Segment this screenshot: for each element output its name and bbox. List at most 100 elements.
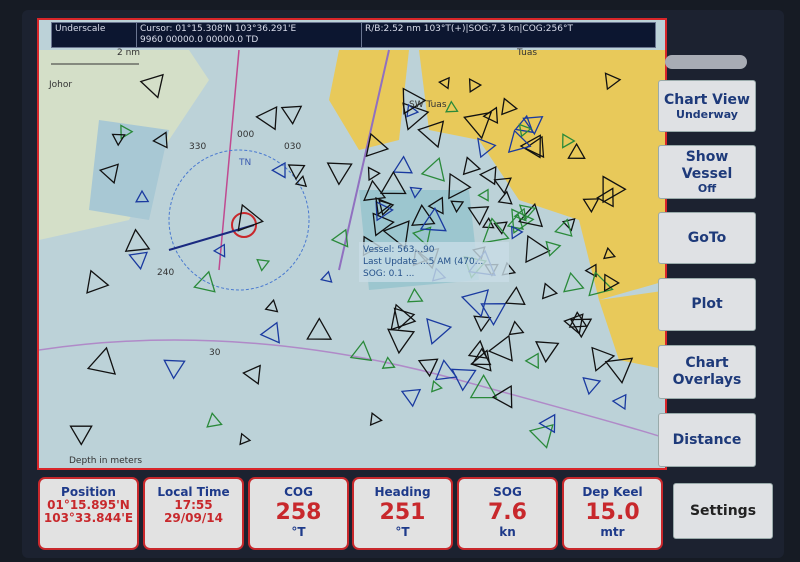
ais-target-icon[interactable] xyxy=(524,352,539,370)
ais-target-icon[interactable] xyxy=(382,220,410,249)
chart-view-button[interactable]: Chart View Underway xyxy=(658,80,756,132)
ais-target-icon[interactable] xyxy=(387,328,416,355)
ais-target-icon[interactable] xyxy=(487,334,513,362)
ais-target-icon[interactable] xyxy=(561,218,576,232)
ais-target-icon[interactable] xyxy=(280,105,303,125)
ais-target-icon[interactable] xyxy=(554,218,573,237)
ais-target-icon[interactable] xyxy=(163,359,186,380)
ais-target-icon[interactable] xyxy=(497,190,513,205)
ais-target-icon[interactable] xyxy=(139,73,164,99)
ais-target-icon[interactable] xyxy=(402,87,427,115)
ais-target-icon[interactable] xyxy=(596,187,614,208)
ais-target-icon[interactable] xyxy=(460,289,490,318)
ais-target-icon[interactable] xyxy=(128,251,149,271)
ais-target-icon[interactable] xyxy=(602,175,627,204)
ais-target-icon[interactable] xyxy=(568,311,588,328)
ais-target-icon[interactable] xyxy=(120,124,134,140)
ais-target-icon[interactable] xyxy=(567,142,586,159)
ais-target-icon[interactable] xyxy=(239,432,252,446)
ais-target-icon[interactable] xyxy=(86,269,110,294)
ais-target-icon[interactable] xyxy=(588,271,614,297)
ais-target-icon[interactable] xyxy=(393,307,416,330)
distance-button[interactable]: Distance xyxy=(658,413,756,467)
chart-map[interactable]: Underscale Cursor: 01°15.308'N 103°36.29… xyxy=(37,18,667,470)
ais-target-icon[interactable] xyxy=(365,132,390,158)
ais-target-icon[interactable] xyxy=(518,123,532,138)
ais-target-icon[interactable] xyxy=(603,273,620,292)
ais-target-icon[interactable] xyxy=(468,77,483,93)
ais-target-icon[interactable] xyxy=(491,384,513,409)
ais-target-icon[interactable] xyxy=(372,212,395,237)
ais-target-icon[interactable] xyxy=(255,106,278,131)
ais-target-icon[interactable] xyxy=(524,135,545,159)
ais-target-icon[interactable] xyxy=(584,263,597,278)
ais-target-icon[interactable] xyxy=(562,133,576,149)
ais-target-icon[interactable] xyxy=(367,166,381,182)
ais-target-icon[interactable] xyxy=(473,315,492,333)
ais-target-icon[interactable] xyxy=(270,161,286,179)
ais-target-icon[interactable] xyxy=(493,177,512,195)
ais-target-icon[interactable] xyxy=(206,412,223,428)
goto-button[interactable]: GoTo xyxy=(658,212,756,264)
ais-target-icon[interactable] xyxy=(603,246,617,260)
ais-target-icon[interactable] xyxy=(306,317,333,340)
ais-target-icon[interactable] xyxy=(448,172,472,200)
ais-target-icon[interactable] xyxy=(462,156,482,176)
show-vessel-button[interactable]: Show Vessel Off xyxy=(658,145,756,199)
ais-target-icon[interactable] xyxy=(477,188,489,202)
ais-target-icon[interactable] xyxy=(409,186,423,199)
ais-target-icon[interactable] xyxy=(406,287,424,303)
ais-target-icon[interactable] xyxy=(264,298,279,313)
plot-button[interactable]: Plot xyxy=(658,278,756,331)
ais-target-icon[interactable] xyxy=(375,196,393,216)
ais-target-icon[interactable] xyxy=(471,347,492,366)
ais-target-icon[interactable] xyxy=(450,200,465,214)
ais-target-icon[interactable] xyxy=(363,179,387,202)
ais-target-icon[interactable] xyxy=(294,175,308,188)
ais-target-icon[interactable] xyxy=(582,377,602,396)
ais-target-icon[interactable] xyxy=(591,346,616,372)
ais-target-icon[interactable] xyxy=(392,155,413,174)
ais-target-icon[interactable] xyxy=(69,425,93,446)
ais-target-icon[interactable] xyxy=(256,258,271,272)
ais-target-icon[interactable] xyxy=(369,412,383,427)
ais-target-icon[interactable] xyxy=(480,303,507,327)
ais-target-icon[interactable] xyxy=(535,341,560,364)
ais-target-icon[interactable] xyxy=(319,270,333,283)
ais-target-icon[interactable] xyxy=(287,164,306,181)
ais-target-icon[interactable] xyxy=(507,129,532,154)
ais-target-icon[interactable] xyxy=(86,346,117,375)
ais-target-icon[interactable] xyxy=(111,133,126,147)
ais-target-icon[interactable] xyxy=(514,114,534,134)
ais-target-icon[interactable] xyxy=(569,318,593,339)
ais-target-icon[interactable] xyxy=(379,170,407,195)
ais-target-icon[interactable] xyxy=(330,228,349,248)
ais-target-icon[interactable] xyxy=(400,388,422,408)
ais-target-icon[interactable] xyxy=(349,340,373,362)
ais-target-icon[interactable] xyxy=(528,423,554,449)
ais-target-icon[interactable] xyxy=(604,72,622,91)
ais-target-icon[interactable] xyxy=(402,102,430,131)
ais-target-icon[interactable] xyxy=(242,364,261,385)
ais-target-icon[interactable] xyxy=(482,217,510,244)
ais-target-icon[interactable] xyxy=(426,318,453,346)
ais-target-icon[interactable] xyxy=(611,393,627,411)
scroll-handle[interactable] xyxy=(665,55,747,69)
ais-target-icon[interactable] xyxy=(326,162,353,186)
ais-target-icon[interactable] xyxy=(582,198,600,214)
ais-target-icon[interactable] xyxy=(417,358,439,378)
ais-target-icon[interactable] xyxy=(430,379,443,393)
ais-target-icon[interactable] xyxy=(434,359,458,381)
ais-target-icon[interactable] xyxy=(493,221,508,235)
ais-target-icon[interactable] xyxy=(525,234,551,264)
ais-target-icon[interactable] xyxy=(463,111,493,140)
ais-target-icon[interactable] xyxy=(517,202,544,228)
chart-overlays-button[interactable]: Chart Overlays xyxy=(658,345,756,399)
ais-target-icon[interactable] xyxy=(508,320,525,336)
ais-target-icon[interactable] xyxy=(420,156,445,182)
ais-target-icon[interactable] xyxy=(477,137,497,159)
ais-target-icon[interactable] xyxy=(259,321,280,344)
ais-target-icon[interactable] xyxy=(237,203,264,232)
ais-target-icon[interactable] xyxy=(134,189,150,203)
ais-target-icon[interactable] xyxy=(124,228,151,252)
